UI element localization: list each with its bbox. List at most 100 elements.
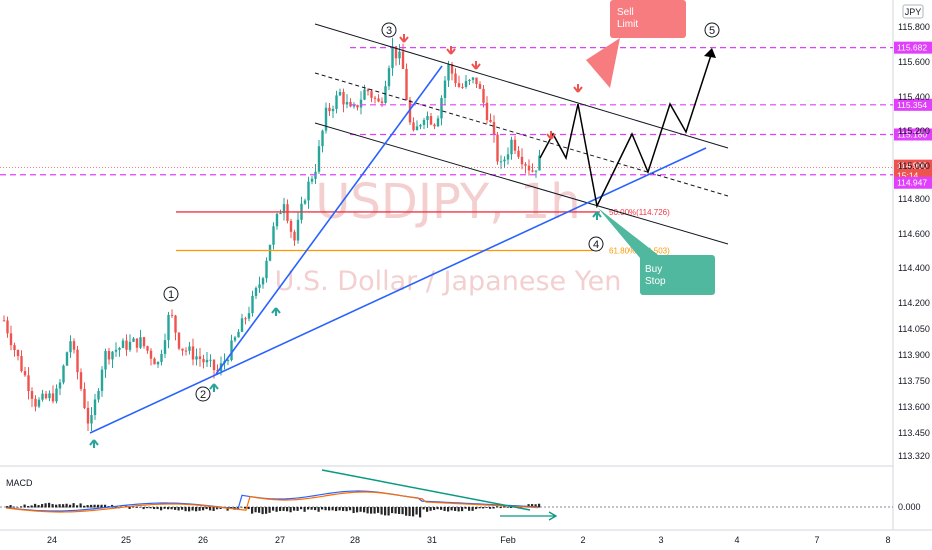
macd-histogram-bar (149, 507, 152, 509)
currency-badge[interactable] (902, 4, 924, 19)
macd-histogram-bar (408, 507, 411, 517)
divergence-arrow-icon (500, 511, 558, 521)
projected-path[interactable] (539, 51, 713, 209)
macd-histogram-bar (422, 507, 425, 510)
macd-histogram-bar (244, 507, 247, 509)
candle-body (475, 77, 478, 85)
candle-body (121, 340, 125, 348)
price-tag-label: 115.682 (897, 43, 927, 53)
channel-median-line[interactable] (314, 72, 729, 197)
candle-body (254, 287, 258, 296)
candle-body (499, 161, 503, 163)
elliott-wave-label: 4 (593, 239, 599, 251)
candle-body (482, 88, 485, 103)
candle-body (146, 346, 149, 351)
candle-body (79, 372, 83, 389)
macd-histogram-bar (188, 507, 191, 512)
buy-stop-box (640, 255, 715, 295)
macd-histogram-bar (321, 507, 324, 510)
macd-histogram-bar (303, 507, 306, 512)
macd-histogram-bar (191, 507, 194, 511)
macd-histogram-bar (153, 507, 156, 510)
macd-histogram-bar (44, 503, 47, 508)
macd-histogram-bar (139, 506, 142, 508)
macd-histogram-bar (72, 503, 75, 508)
candle-body (142, 337, 146, 347)
macd-histogram-bar (352, 507, 355, 514)
candle-body (244, 318, 247, 320)
macd-histogram-bar (16, 506, 19, 508)
candle-body (447, 64, 450, 81)
macd-histogram-bar (205, 507, 208, 510)
candle-body (415, 126, 419, 131)
macd-histogram-bar (300, 507, 303, 510)
candle-body (135, 338, 139, 348)
buy-arrow-icon (89, 439, 99, 448)
macd-histogram-bar (13, 506, 16, 508)
price-tick-label: 113.750 (898, 376, 930, 386)
price-scale[interactable]: 115.800 115.600 115.400 115.200 115.000 114.8… (898, 22, 930, 461)
candle-body (471, 77, 475, 80)
candle-body (251, 295, 254, 314)
candle-body (55, 388, 58, 402)
macd-line (5, 490, 539, 512)
price-tag (894, 98, 932, 111)
macd-histogram-bar (272, 507, 275, 511)
candle-body (408, 100, 412, 123)
candle-body (321, 130, 324, 147)
candle-body (293, 231, 296, 241)
candle-body (272, 226, 275, 245)
macd-histogram-bar (307, 507, 310, 510)
candle-body (27, 375, 30, 392)
macd-histogram-bar (163, 507, 166, 509)
candle-body (359, 99, 363, 108)
macd-divergence-line[interactable] (321, 469, 531, 511)
candle-body (391, 46, 394, 69)
macd-histogram-bar (506, 507, 509, 508)
candle-body (132, 338, 135, 342)
candle-body (296, 219, 300, 241)
time-scale[interactable]: 24 25 26 27 28 31 Feb 2 3 4 7 8 (47, 535, 891, 545)
macd-histogram-bar (34, 503, 37, 508)
time-tick-label: 3 (658, 535, 663, 545)
candle-body (212, 359, 216, 371)
macd-histogram-bar (184, 507, 187, 512)
long-trendline[interactable] (89, 147, 707, 434)
channel-lower-line[interactable] (314, 122, 729, 245)
candle-body (335, 95, 338, 109)
candle-body (86, 407, 90, 424)
macd-histogram-bar (195, 507, 198, 512)
macd-histogram-bar (356, 507, 359, 513)
current-price-label: 114.990 (897, 161, 927, 171)
price-tick-label: 115.200 (898, 126, 930, 136)
macd-panel: 0.000 (0, 469, 921, 521)
macd-histogram-bar (377, 507, 380, 513)
macd-histogram-bar (23, 504, 26, 508)
macd-histogram-bar (433, 507, 436, 511)
candle-body (72, 341, 76, 350)
macd-histogram-bar (296, 507, 299, 511)
buy-arrow-icon (592, 211, 602, 220)
macd-histogram-bar (464, 507, 467, 509)
candle-body (440, 97, 443, 119)
candle-body (167, 314, 170, 341)
candle-body (461, 86, 464, 88)
candle-body (191, 346, 195, 360)
channel-upper-line[interactable] (314, 23, 729, 149)
candle-body (23, 371, 27, 376)
macd-histogram-bar (170, 507, 173, 510)
candle-body (156, 361, 160, 365)
price-tick-label: 115.600 (898, 57, 930, 67)
macd-histogram-bar (450, 507, 453, 511)
candle-body (20, 356, 23, 372)
price-tick-label: 114.400 (898, 263, 930, 273)
macd-histogram-bar (317, 507, 320, 512)
macd-histogram-bar (447, 507, 450, 512)
short-trendline[interactable] (215, 65, 443, 375)
macd-signal-line (5, 491, 539, 513)
candle-body (174, 315, 177, 333)
candle-body (534, 170, 538, 172)
macd-histogram-bar (58, 504, 61, 508)
